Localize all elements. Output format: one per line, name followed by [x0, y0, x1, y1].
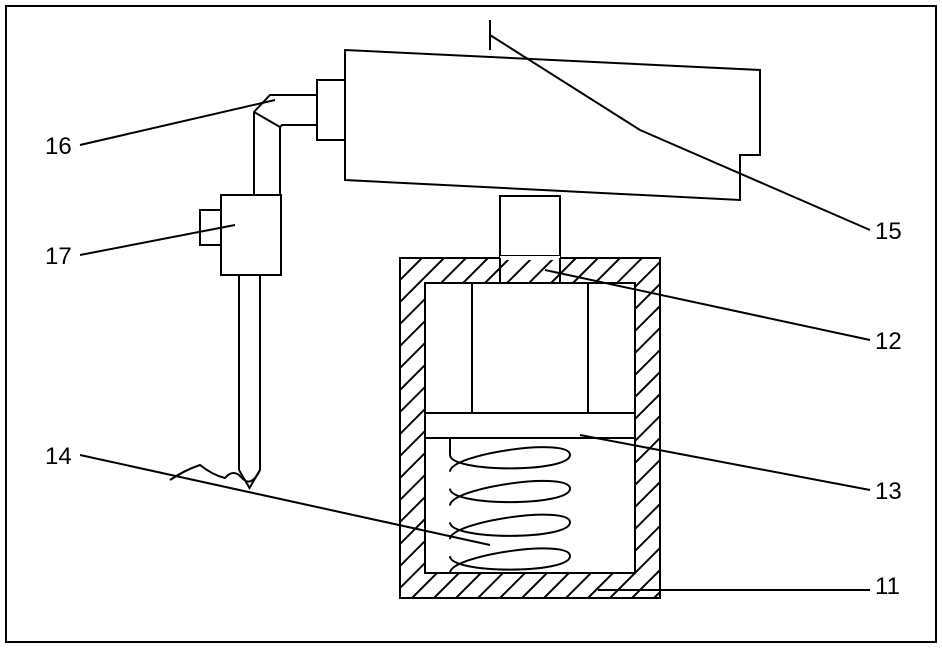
- label-11-text: 11: [875, 573, 900, 600]
- label-17-text: 17: [45, 243, 72, 270]
- nozzle-body: [317, 50, 760, 200]
- label-15-text: 15: [875, 218, 902, 245]
- label-14-text: 14: [45, 443, 72, 470]
- label-13-text: 13: [875, 478, 902, 505]
- label-12-text: 12: [875, 328, 902, 355]
- piston-base: [500, 196, 560, 256]
- label-16-text: 16: [45, 133, 72, 160]
